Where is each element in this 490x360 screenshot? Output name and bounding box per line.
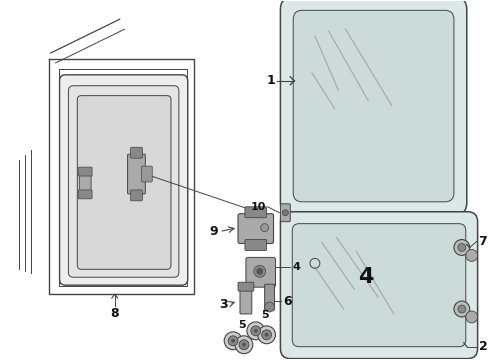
Text: 7: 7 <box>479 235 488 248</box>
FancyBboxPatch shape <box>293 10 454 202</box>
Circle shape <box>454 239 470 255</box>
FancyBboxPatch shape <box>60 75 188 285</box>
Text: 9: 9 <box>210 225 219 238</box>
Circle shape <box>224 332 242 350</box>
Text: 10: 10 <box>250 202 266 212</box>
FancyBboxPatch shape <box>78 190 92 199</box>
Circle shape <box>458 305 466 313</box>
FancyBboxPatch shape <box>280 0 467 215</box>
Circle shape <box>257 268 263 274</box>
FancyBboxPatch shape <box>127 154 146 194</box>
Circle shape <box>265 333 269 337</box>
Circle shape <box>254 265 266 277</box>
FancyBboxPatch shape <box>292 224 466 347</box>
FancyBboxPatch shape <box>245 207 267 218</box>
Circle shape <box>265 302 274 312</box>
Circle shape <box>254 329 258 333</box>
FancyBboxPatch shape <box>79 172 91 194</box>
FancyBboxPatch shape <box>238 282 254 291</box>
Circle shape <box>454 301 470 317</box>
FancyBboxPatch shape <box>130 147 143 158</box>
Circle shape <box>231 339 235 343</box>
FancyBboxPatch shape <box>280 212 478 359</box>
Text: 1: 1 <box>267 74 275 87</box>
Text: 2: 2 <box>479 340 488 353</box>
Text: 5: 5 <box>238 320 246 330</box>
Circle shape <box>247 322 265 340</box>
Text: 4: 4 <box>359 267 374 287</box>
Circle shape <box>228 336 238 346</box>
Circle shape <box>466 311 478 323</box>
Circle shape <box>458 243 466 251</box>
FancyBboxPatch shape <box>246 257 275 287</box>
Circle shape <box>239 340 249 350</box>
Text: 3: 3 <box>220 297 228 311</box>
Circle shape <box>251 326 261 336</box>
FancyBboxPatch shape <box>69 86 179 277</box>
Circle shape <box>258 326 275 344</box>
Circle shape <box>282 210 288 216</box>
FancyBboxPatch shape <box>265 284 274 310</box>
FancyBboxPatch shape <box>77 96 171 269</box>
Text: 5: 5 <box>261 310 269 320</box>
Text: 8: 8 <box>110 307 119 320</box>
Circle shape <box>235 336 253 354</box>
Circle shape <box>466 249 478 261</box>
Circle shape <box>262 330 271 340</box>
Circle shape <box>242 343 246 347</box>
Text: 6: 6 <box>283 294 292 307</box>
FancyBboxPatch shape <box>142 166 152 182</box>
FancyBboxPatch shape <box>240 288 252 314</box>
Circle shape <box>261 224 269 231</box>
Text: 4: 4 <box>292 262 300 272</box>
FancyBboxPatch shape <box>78 167 92 176</box>
FancyBboxPatch shape <box>280 204 290 222</box>
FancyBboxPatch shape <box>130 190 143 201</box>
FancyBboxPatch shape <box>238 214 273 243</box>
FancyBboxPatch shape <box>245 239 267 251</box>
